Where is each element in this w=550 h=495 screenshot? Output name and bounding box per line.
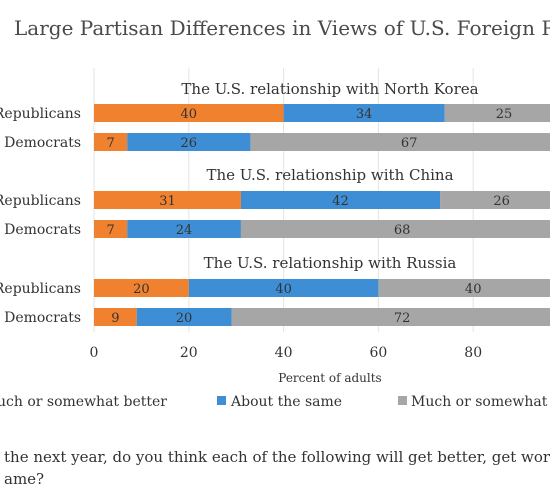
category-label: Republicans (0, 106, 81, 122)
x-tick-label: 40 (275, 345, 293, 361)
data-label: 34 (356, 107, 373, 122)
category-label: Republicans (0, 193, 81, 209)
bar-segment (378, 279, 550, 297)
data-label: 25 (496, 107, 513, 122)
bar-segment (94, 133, 128, 151)
legend-item: uch or somewhat better (0, 394, 167, 410)
bar-segment (188, 279, 379, 297)
legend-swatch (398, 396, 407, 405)
data-label: 20 (133, 282, 150, 297)
bar-segment (440, 191, 550, 209)
chart-panels: The U.S. relationship with North Korea Re… (0, 80, 550, 326)
bar-segment (231, 308, 550, 326)
bar-segment (127, 133, 251, 151)
x-axis-label: Percent of adults (278, 371, 381, 385)
panel: The U.S. relationship with North Korea Re… (0, 80, 550, 151)
data-label: 26 (493, 194, 510, 209)
bar-segment (94, 104, 284, 122)
bar-segment (127, 220, 241, 238)
legend-item: Much or somewhat w (398, 394, 550, 410)
data-label: 68 (394, 223, 411, 238)
data-label: 7 (106, 136, 114, 151)
category-label: Democrats (4, 310, 81, 326)
x-tick-label: 80 (464, 345, 482, 361)
x-tick-label: 60 (369, 345, 387, 361)
panel-title: The U.S. relationship with China (206, 166, 453, 184)
data-label: 26 (181, 136, 198, 151)
panel-title: The U.S. relationship with Russia (204, 254, 457, 272)
data-label: 24 (176, 223, 193, 238)
data-label: 42 (332, 194, 349, 209)
legend-label: Much or somewhat w (411, 394, 550, 410)
category-label: Republicans (0, 281, 81, 297)
panel-title: The U.S. relationship with North Korea (181, 80, 478, 98)
data-label: 67 (401, 136, 418, 151)
bar-segment (94, 191, 241, 209)
legend-label: uch or somewhat better (0, 394, 167, 410)
x-axis: 0 20 40 60 80 (90, 345, 483, 361)
legend-swatch (217, 396, 226, 405)
legend: uch or somewhat better About the same Much… (0, 394, 550, 410)
footnote-line-2: ame? (4, 470, 44, 488)
data-label: 20 (176, 311, 193, 326)
panel: The U.S. relationship with Russia Republi… (0, 254, 550, 326)
x-tick-label: 0 (90, 345, 99, 361)
bar-segment (250, 133, 550, 151)
bar-segment (444, 104, 550, 122)
data-label: 40 (275, 282, 292, 297)
data-label: 72 (394, 311, 411, 326)
bar-segment (283, 104, 445, 122)
bar-segment (240, 191, 441, 209)
category-label: Democrats (4, 135, 81, 151)
x-tick-label: 20 (180, 345, 198, 361)
bar-segment (94, 220, 128, 238)
chart-title: Large Partisan Differences in Views of U… (14, 16, 550, 40)
data-label: 40 (465, 282, 482, 297)
bar-segment (136, 308, 232, 326)
category-label: Democrats (4, 222, 81, 238)
bar-segment (240, 220, 550, 238)
data-label: 7 (106, 223, 114, 238)
bar-segment (94, 279, 189, 297)
data-label: 40 (181, 107, 198, 122)
data-label: 31 (159, 194, 176, 209)
data-label: 9 (111, 311, 119, 326)
legend-label: About the same (230, 394, 342, 410)
panel: The U.S. relationship with China Republic… (0, 166, 550, 238)
footnote-line-1: the next year, do you think each of the … (4, 448, 550, 466)
legend-item: About the same (217, 394, 342, 410)
bar-segment (94, 308, 137, 326)
